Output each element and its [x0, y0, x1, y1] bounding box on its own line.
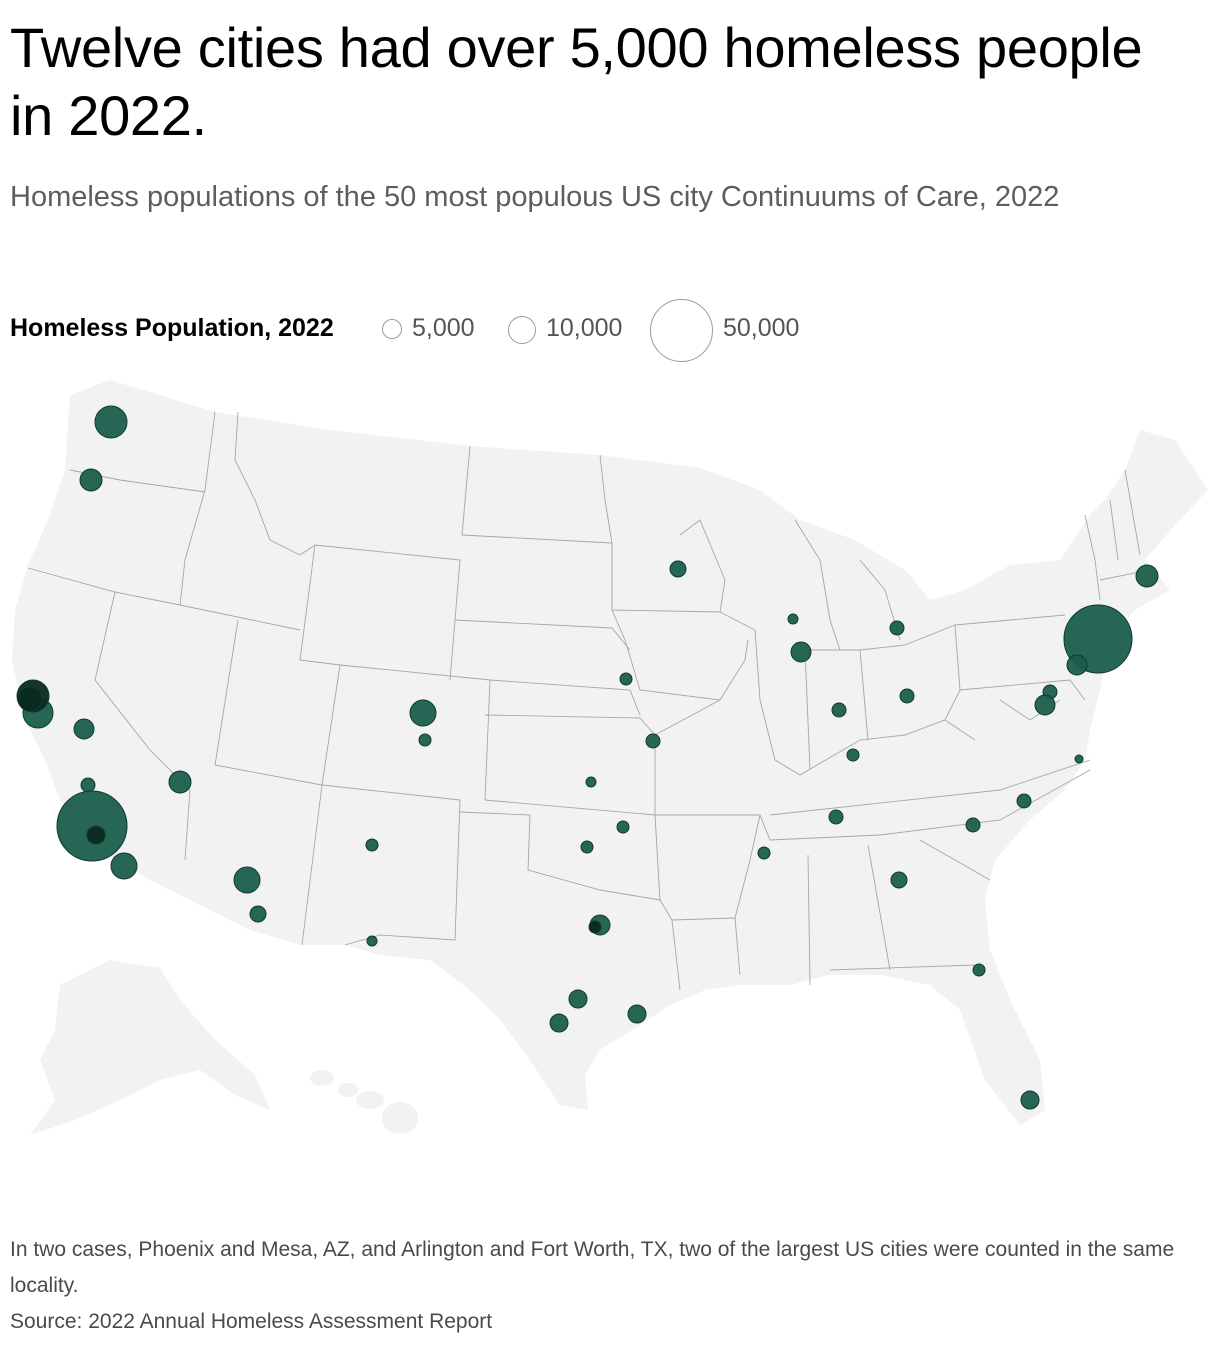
- legend-label-5000: 5,000: [412, 314, 475, 342]
- city-bubble: [790, 641, 812, 663]
- city-bubble: [965, 817, 981, 833]
- city-bubble: [1135, 564, 1159, 588]
- legend-label-10000: 10,000: [546, 314, 623, 342]
- city-bubble: [365, 838, 379, 852]
- city-bubble: [645, 733, 661, 749]
- city-bubble: [94, 405, 128, 439]
- city-bubble: [889, 620, 905, 636]
- legend-title: Homeless Population, 2022: [10, 314, 334, 342]
- city-bubble: [1074, 754, 1084, 764]
- city-bubble: [1034, 694, 1056, 716]
- city-bubble: [890, 871, 908, 889]
- city-bubble: [757, 846, 771, 860]
- city-bubble: [86, 825, 106, 845]
- city-bubble: [831, 702, 847, 718]
- source-note: Source: 2022 Annual Homeless Assessment …: [10, 1310, 493, 1333]
- city-bubble: [249, 905, 267, 923]
- city-bubble: [418, 733, 432, 747]
- map-land: [12, 380, 1208, 1135]
- city-bubble: [110, 852, 138, 880]
- chart-footer: In two cases, Phoenix and Mesa, AZ, and …: [10, 1232, 1190, 1340]
- city-bubble: [1066, 654, 1088, 676]
- chart-title: Twelve cities had over 5,000 homeless pe…: [10, 16, 1143, 147]
- us-map: [12, 380, 1208, 1135]
- city-bubble: [627, 1004, 647, 1024]
- state-borders: [27, 411, 1151, 991]
- city-bubble: [79, 468, 103, 492]
- size-legend: Homeless Population, 2022 5,000 10,000 5…: [10, 296, 1010, 366]
- city-bubble: [899, 688, 915, 704]
- city-bubble: [828, 809, 844, 825]
- city-bubble: [366, 935, 378, 947]
- city-bubble: [787, 613, 799, 625]
- city-bubble: [1020, 1090, 1040, 1110]
- city-bubble: [669, 560, 687, 578]
- city-bubble: [580, 840, 594, 854]
- city-bubble: [168, 770, 192, 794]
- city-bubble: [56, 790, 128, 862]
- legend-circle-5000: [382, 319, 402, 339]
- alaska-shape: [30, 960, 270, 1135]
- city-bubble: [846, 748, 860, 762]
- city-bubble: [585, 776, 597, 788]
- city-bubble: [619, 672, 633, 686]
- legend-label-50000: 50,000: [723, 314, 800, 342]
- city-bubble: [409, 699, 437, 727]
- legend-circle-50000: [650, 299, 713, 362]
- city-bubble: [549, 1013, 569, 1033]
- city-bubble: [73, 718, 95, 740]
- city-bubble: [1016, 793, 1032, 809]
- city-bubble: [80, 777, 96, 793]
- chart-subtitle: Homeless populations of the 50 most popu…: [10, 181, 1060, 213]
- city-bubble: [972, 963, 986, 977]
- city-bubble: [568, 989, 588, 1009]
- city-bubbles: [16, 405, 1159, 1110]
- city-bubble: [588, 920, 602, 934]
- hawaii-shapes: [310, 1070, 418, 1134]
- city-bubble: [616, 820, 630, 834]
- contiguous-us-shape: [12, 380, 1208, 1125]
- city-bubble: [233, 866, 261, 894]
- legend-circle-10000: [508, 316, 536, 344]
- footnote: In two cases, Phoenix and Mesa, AZ, and …: [10, 1238, 1175, 1297]
- city-bubble: [17, 686, 43, 712]
